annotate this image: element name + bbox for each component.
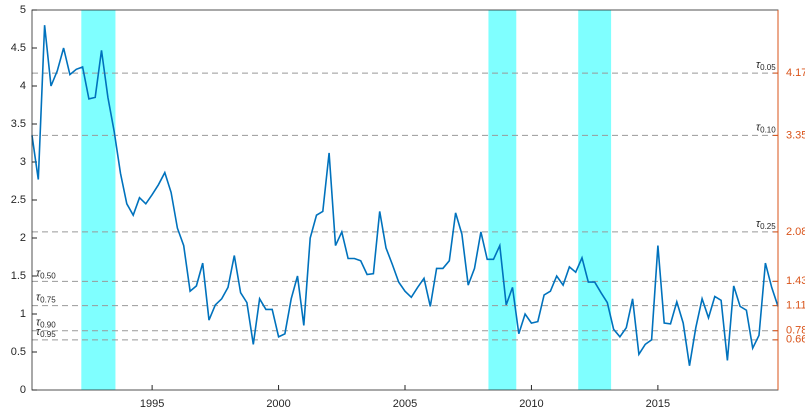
x-tick-label: 2015 [646, 398, 670, 410]
quantile-subscript: 0.90 [40, 321, 56, 330]
y-tick-label: 0 [20, 384, 26, 396]
quantile-subscript: 0.75 [40, 296, 56, 305]
x-tick-label: 1995 [140, 398, 164, 410]
y-tick-label: 3 [20, 156, 26, 168]
y2-tick-label: 1.43 [786, 275, 805, 287]
recession-band [81, 10, 116, 390]
quantile-symbol: τ [756, 218, 761, 230]
y2-tick-label: 1.11 [786, 300, 805, 312]
quantile-subscript: 0.50 [40, 271, 56, 280]
y-tick-label: 0.5 [11, 346, 26, 358]
quantile-symbol: τ [756, 59, 761, 71]
y2-tick-label: 2.08 [786, 226, 805, 238]
quantile-label: τ0.25 [756, 218, 776, 231]
data-line [31, 25, 779, 366]
x-tick-label: 2005 [393, 398, 417, 410]
quantile-subscript: 0.10 [760, 126, 776, 135]
x-tick-label: 2010 [519, 398, 543, 410]
y-tick-label: 2.5 [11, 194, 26, 206]
quantile-subscript: 0.05 [760, 63, 776, 72]
quantile-symbol: τ [36, 267, 41, 279]
quantile-symbol: τ [36, 326, 41, 338]
y-tick-label: 1.5 [11, 270, 26, 282]
y-tick-label: 2 [20, 232, 26, 244]
y-tick-label: 4 [20, 80, 26, 92]
recession-band [488, 10, 517, 390]
quantile-label: τ0.90 [36, 317, 56, 330]
recession-band [578, 10, 612, 390]
y-tick-label: 1 [20, 308, 26, 320]
y2-tick-label: 0.66 [786, 334, 805, 346]
y-tick-label: 4.5 [11, 42, 26, 54]
quantile-label: τ0.95 [36, 326, 56, 339]
y-tick-label: 3.5 [11, 118, 26, 130]
y-tick-label: 5 [20, 4, 26, 16]
quantile-label: τ0.10 [756, 121, 776, 134]
quantile-label: τ0.50 [36, 267, 56, 280]
quantile-symbol: τ [36, 292, 41, 304]
quantile-symbol: τ [756, 121, 761, 133]
quantile-subscript: 0.25 [760, 222, 776, 231]
quantile-label: τ0.75 [36, 292, 56, 305]
quantile-symbol: τ [36, 317, 41, 329]
quantile-label: τ0.05 [756, 59, 776, 72]
x-tick-label: 2000 [266, 398, 290, 410]
plot-frame [31, 9, 779, 391]
y2-tick-label: 3.35 [786, 129, 805, 141]
quantile-subscript: 0.95 [40, 330, 56, 339]
y2-tick-label: 0.78 [786, 325, 805, 337]
y2-tick-label: 4.17 [786, 67, 805, 79]
